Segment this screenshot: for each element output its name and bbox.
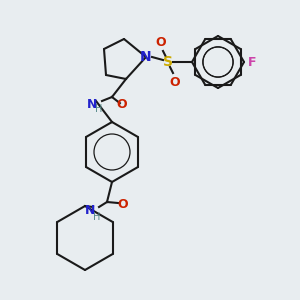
Text: F: F (248, 56, 256, 68)
Text: N: N (85, 203, 95, 217)
Text: O: O (156, 35, 166, 49)
Text: N: N (87, 98, 97, 110)
Text: O: O (170, 76, 180, 88)
Text: N: N (140, 50, 152, 64)
Text: S: S (163, 55, 173, 69)
Text: O: O (116, 98, 127, 111)
Text: O: O (118, 199, 128, 212)
Text: H: H (95, 104, 103, 114)
Text: H: H (93, 212, 101, 222)
